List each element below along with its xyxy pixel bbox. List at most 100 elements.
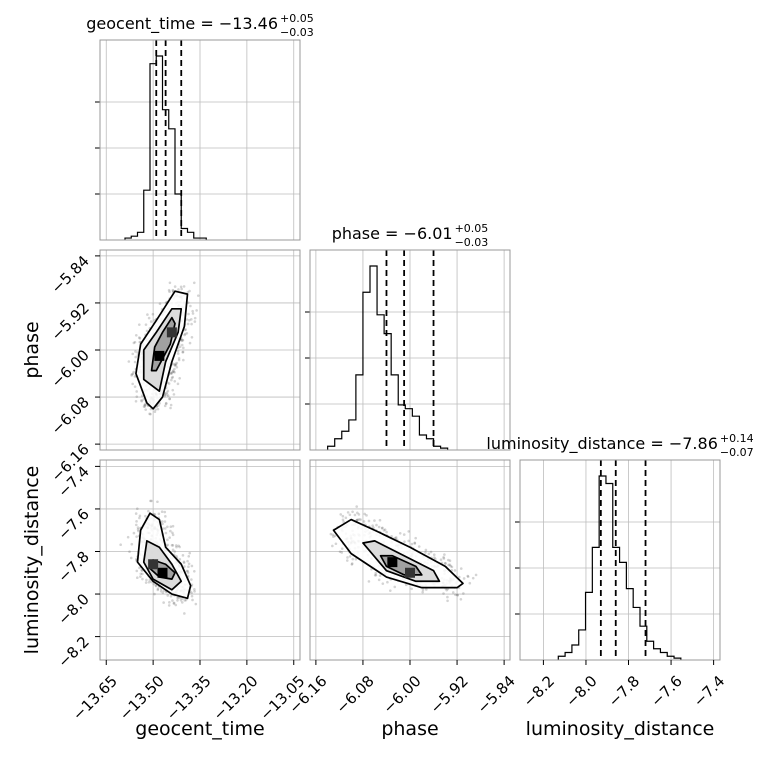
sample-point xyxy=(175,361,179,365)
sample-point xyxy=(367,519,371,523)
sample-point xyxy=(160,520,164,523)
sample-point xyxy=(389,589,392,592)
sample-point xyxy=(163,527,167,530)
sample-point xyxy=(442,592,445,595)
sample-point xyxy=(183,332,187,336)
sample-point xyxy=(153,410,157,414)
sample-point xyxy=(134,523,138,527)
sample-point xyxy=(153,513,157,516)
sample-point xyxy=(372,526,375,530)
sample-point xyxy=(138,514,142,518)
title-geocent_time: geocent_time = −13.46 +0.05−0.03 xyxy=(86,12,314,39)
x-axis-geocent_time: −13.65−13.50−13.35−13.20−13.05geocent_ti… xyxy=(69,660,309,740)
sample-point xyxy=(456,593,460,597)
sample-point xyxy=(162,601,165,604)
sample-point xyxy=(187,312,190,316)
sample-point xyxy=(351,557,355,561)
sample-point xyxy=(374,573,378,577)
sample-point xyxy=(138,516,141,520)
sample-point xyxy=(180,287,183,291)
sample-point xyxy=(433,556,436,559)
sample-point xyxy=(351,510,354,514)
sample-point xyxy=(346,511,350,514)
sample-point xyxy=(185,331,189,335)
sample-point xyxy=(181,350,185,354)
sample-point xyxy=(128,550,131,554)
title-luminosity_distance: luminosity_distance = −7.86 +0.14−0.07 xyxy=(486,432,753,459)
title-upper-error: +0.14 xyxy=(720,432,754,445)
sample-point xyxy=(172,601,176,605)
sample-point xyxy=(371,524,374,527)
sample-point xyxy=(148,578,152,582)
x-tick-label: −8.2 xyxy=(520,672,558,710)
sample-point xyxy=(190,336,194,339)
sample-point xyxy=(414,536,417,540)
sample-point xyxy=(193,320,197,323)
sample-point xyxy=(167,604,171,607)
sample-point xyxy=(127,360,131,363)
sample-point xyxy=(429,550,433,554)
sample-point xyxy=(404,583,408,587)
sample-point xyxy=(177,356,181,360)
sample-point xyxy=(135,390,138,393)
sample-point xyxy=(453,569,457,572)
sample-point xyxy=(137,529,140,533)
sample-point xyxy=(171,548,175,552)
sample-point xyxy=(350,563,354,566)
sample-point xyxy=(178,596,182,600)
sample-point xyxy=(466,574,470,578)
sample-point xyxy=(156,407,160,411)
hist-panel-geocent_time: geocent_time = −13.46 +0.05−0.03 xyxy=(86,12,314,241)
title-main: luminosity_distance = −7.86 xyxy=(486,434,717,454)
sample-point xyxy=(145,329,149,333)
sample-point xyxy=(174,363,178,367)
sample-point xyxy=(134,512,138,515)
sample-point xyxy=(171,531,174,535)
sample-point xyxy=(142,405,146,408)
sample-point xyxy=(393,585,397,589)
sample-point xyxy=(179,285,183,289)
sample-point xyxy=(188,289,191,293)
y-tick-label: −8.2 xyxy=(54,633,92,671)
sample-point xyxy=(168,536,171,539)
sample-point xyxy=(136,528,140,531)
sample-point xyxy=(171,362,175,366)
x-tick-label: −6.08 xyxy=(332,672,377,717)
sample-point xyxy=(163,404,167,408)
sample-point xyxy=(378,518,382,522)
sample-point xyxy=(131,382,134,386)
sample-point xyxy=(193,590,196,593)
sample-point xyxy=(459,598,463,601)
sample-point xyxy=(163,393,167,397)
sample-point xyxy=(140,399,143,403)
x-tick-label: −7.4 xyxy=(690,672,728,710)
sample-point xyxy=(139,572,143,576)
sample-point xyxy=(172,602,176,605)
title-upper-error: +0.05 xyxy=(455,222,489,235)
sample-point xyxy=(171,524,175,528)
sample-point xyxy=(135,520,138,523)
sample-point xyxy=(378,574,382,577)
sample-point xyxy=(345,559,349,562)
y-tick-label: −5.84 xyxy=(48,252,93,297)
sample-point xyxy=(442,556,445,559)
sample-point xyxy=(191,312,195,315)
sample-point xyxy=(447,563,450,567)
sample-point xyxy=(181,338,185,342)
histogram-step xyxy=(124,55,207,240)
sample-point xyxy=(191,309,194,313)
sample-point xyxy=(166,594,170,597)
sample-point xyxy=(348,513,352,517)
sample-point xyxy=(333,534,337,538)
sample-point xyxy=(187,562,191,566)
sample-point xyxy=(403,540,406,544)
sample-point xyxy=(340,547,344,550)
title-lower-error: −0.03 xyxy=(455,236,489,249)
sample-point xyxy=(172,393,176,396)
sample-point xyxy=(180,339,183,343)
sample-point xyxy=(176,596,179,600)
sample-point xyxy=(394,536,398,539)
scatter-panel-geocent_time-phase xyxy=(99,249,301,451)
